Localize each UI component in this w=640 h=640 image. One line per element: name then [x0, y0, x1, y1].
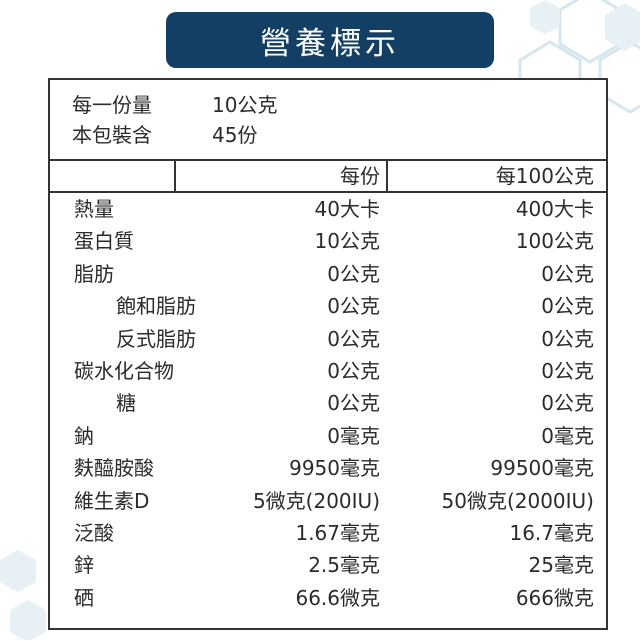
- nutrient-row: 碳水化合物 0公克 0公克: [50, 355, 606, 387]
- nutrient-per-100g-value: 25毫克: [528, 553, 594, 578]
- serving-info: 每一份量 10公克 本包裝含 45份: [72, 90, 277, 150]
- nutrient-name: 飽和脂肪: [116, 294, 196, 319]
- nutrient-per-100g-value: 99500毫克: [490, 456, 594, 481]
- nutrient-row: 鈉 0毫克 0毫克: [50, 420, 606, 452]
- nutrient-name: 維生素D: [74, 488, 150, 513]
- nutrient-per-100g-value: 0公克: [541, 294, 594, 319]
- nutrient-per-100g-value: 0公克: [541, 391, 594, 416]
- servings-per-package-value: 45份: [212, 123, 258, 147]
- nutrient-per-serving-value: 0公克: [327, 391, 380, 416]
- nutrient-per-serving-value: 5微克(200IU): [252, 488, 380, 513]
- nutrient-row: 蛋白質 10公克 100公克: [50, 225, 606, 257]
- nutrient-per-100g-value: 400大卡: [515, 197, 594, 221]
- nutrient-per-serving-value: 0毫克: [327, 423, 380, 448]
- nutrient-per-serving-value: 10公克: [314, 229, 380, 254]
- nutrient-per-100g-value: 0公克: [541, 326, 594, 351]
- servings-per-package-label: 本包裝含: [72, 123, 152, 147]
- nutrient-per-100g-value: 0毫克: [541, 423, 594, 448]
- nutrient-per-serving-value: 9950毫克: [289, 456, 380, 481]
- serving-size-row: 每一份量 10公克: [72, 90, 277, 120]
- nutrient-name: 硒: [74, 585, 94, 610]
- servings-per-package-row: 本包裝含 45份: [72, 120, 277, 150]
- nutrient-per-serving-value: 0公克: [327, 294, 380, 319]
- nutrient-per-100g-value: 666微克: [515, 585, 594, 610]
- column-header-per-100g: 每100公克: [495, 164, 594, 188]
- nutrition-facts-panel: 每一份量 10公克 本包裝含 45份 每份 每100公克 熱量 40大卡 400大卡…: [48, 78, 608, 630]
- nutrient-per-serving-value: 0公克: [327, 358, 380, 383]
- divider-header: [50, 191, 606, 193]
- nutrient-name: 泛酸: [74, 520, 114, 545]
- nutrient-per-100g-value: 50微克(2000IU): [441, 488, 595, 513]
- nutrient-row: 麩醯胺酸 9950毫克 99500毫克: [50, 452, 606, 484]
- nutrient-per-serving-value: 2.5毫克: [308, 553, 380, 578]
- nutrient-per-100g-value: 100公克: [515, 229, 594, 254]
- divider-top: [50, 159, 606, 161]
- nutrient-name: 碳水化合物: [74, 358, 174, 383]
- nutrient-per-serving-value: 66.6微克: [295, 585, 380, 610]
- nutrient-per-100g-value: 0公克: [541, 261, 594, 286]
- serving-size-value: 10公克: [212, 93, 278, 117]
- nutrient-name: 麩醯胺酸: [74, 456, 154, 481]
- column-header-per-serving: 每份: [340, 164, 380, 188]
- nutrient-per-100g-value: 0公克: [541, 358, 594, 383]
- serving-size-label: 每一份量: [72, 93, 152, 117]
- nutrient-per-serving-value: 0公克: [327, 261, 380, 286]
- nutrient-row: 反式脂肪 0公克 0公克: [50, 323, 606, 355]
- nutrient-row: 飽和脂肪 0公克 0公克: [50, 290, 606, 322]
- nutrient-per-100g-value: 16.7毫克: [509, 520, 594, 545]
- nutrient-per-serving-value: 40大卡: [314, 197, 380, 221]
- nutrient-row: 維生素D 5微克(200IU) 50微克(2000IU): [50, 485, 606, 517]
- header-divider-right: [386, 159, 388, 193]
- nutrient-name: 鋅: [74, 553, 94, 578]
- nutrient-row: 脂肪 0公克 0公克: [50, 258, 606, 290]
- header-divider-left: [174, 159, 176, 193]
- nutrient-name: 熱量: [74, 197, 114, 221]
- nutrient-row: 糖 0公克 0公克: [50, 387, 606, 419]
- nutrient-table: 熱量 40大卡 400大卡 蛋白質 10公克 100公克 脂肪 0公克 0公克 飽和脂肪 0公克 0公…: [50, 193, 606, 614]
- title-badge: 營養標示: [166, 12, 494, 68]
- nutrient-per-serving-value: 1.67毫克: [295, 520, 380, 545]
- nutrient-name: 反式脂肪: [116, 326, 196, 351]
- nutrient-name: 蛋白質: [74, 229, 134, 254]
- nutrient-row: 鋅 2.5毫克 25毫克: [50, 549, 606, 581]
- nutrient-row: 熱量 40大卡 400大卡: [50, 193, 606, 225]
- nutrient-row: 泛酸 1.67毫克 16.7毫克: [50, 517, 606, 549]
- page-title: 營養標示: [260, 25, 400, 62]
- nutrient-name: 脂肪: [74, 261, 114, 286]
- nutrient-name: 糖: [116, 391, 136, 416]
- nutrient-per-serving-value: 0公克: [327, 326, 380, 351]
- nutrient-row: 硒 66.6微克 666微克: [50, 582, 606, 614]
- nutrient-name: 鈉: [74, 423, 94, 448]
